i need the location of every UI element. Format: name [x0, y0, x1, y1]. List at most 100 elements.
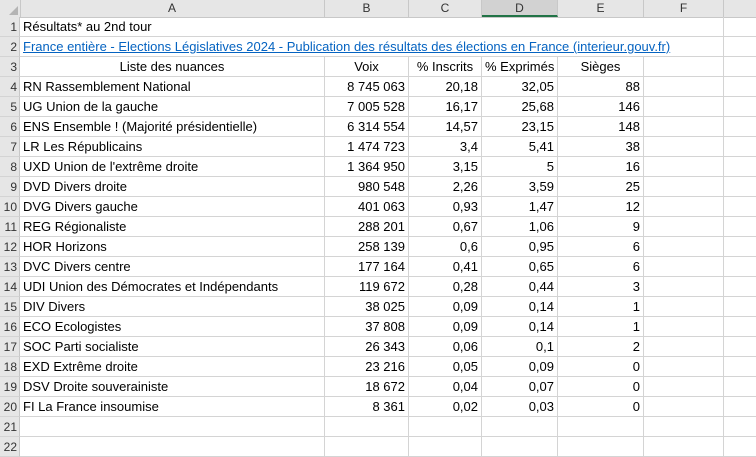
- cell-g[interactable]: [724, 297, 756, 317]
- cell-e[interactable]: [558, 37, 644, 57]
- cell-c[interactable]: 0,05: [409, 357, 482, 377]
- cell-b[interactable]: 6 314 554: [325, 117, 409, 137]
- cell-d[interactable]: % Exprimés: [482, 57, 558, 77]
- cell-g[interactable]: [724, 317, 756, 337]
- cell-f[interactable]: [644, 337, 724, 357]
- column-header-c[interactable]: C: [409, 0, 482, 17]
- cell-b[interactable]: 1 364 950: [325, 157, 409, 177]
- cell-b[interactable]: 8 745 063: [325, 77, 409, 97]
- cell-c[interactable]: 0,02: [409, 397, 482, 417]
- cell-d[interactable]: 0,09: [482, 357, 558, 377]
- select-all-corner[interactable]: [0, 0, 21, 17]
- cell-d[interactable]: 5: [482, 157, 558, 177]
- cell-a[interactable]: Liste des nuances: [20, 57, 325, 77]
- row-header[interactable]: 22: [0, 437, 20, 457]
- cell-f[interactable]: [644, 17, 724, 37]
- cell-e[interactable]: 12: [558, 197, 644, 217]
- column-header-a[interactable]: A: [20, 0, 325, 17]
- column-header-d[interactable]: D: [482, 0, 558, 17]
- cell-g[interactable]: [724, 57, 756, 77]
- row-header[interactable]: 5: [0, 97, 20, 117]
- cell-g[interactable]: [724, 197, 756, 217]
- cell-e[interactable]: 6: [558, 237, 644, 257]
- cell-g[interactable]: [724, 137, 756, 157]
- cell-e[interactable]: 1: [558, 297, 644, 317]
- cell-d[interactable]: 0,1: [482, 337, 558, 357]
- cell-f[interactable]: [644, 77, 724, 97]
- row-header[interactable]: 12: [0, 237, 20, 257]
- cell-f[interactable]: [644, 317, 724, 337]
- row-header[interactable]: 18: [0, 357, 20, 377]
- cell-a[interactable]: DSV Droite souverainiste: [20, 377, 325, 397]
- cell-c[interactable]: 14,57: [409, 117, 482, 137]
- cell-f[interactable]: [644, 357, 724, 377]
- cell-b[interactable]: 177 164: [325, 257, 409, 277]
- cell-e[interactable]: 0: [558, 397, 644, 417]
- cell-f[interactable]: [644, 277, 724, 297]
- cell-f[interactable]: [644, 97, 724, 117]
- cell-g[interactable]: [724, 257, 756, 277]
- cell-b[interactable]: [325, 437, 409, 457]
- cell-b[interactable]: 258 139: [325, 237, 409, 257]
- cell-d[interactable]: 0,07: [482, 377, 558, 397]
- row-header[interactable]: 13: [0, 257, 20, 277]
- cell-g[interactable]: [724, 357, 756, 377]
- cell-g[interactable]: [724, 37, 756, 57]
- row-header[interactable]: 1: [0, 17, 20, 37]
- row-header[interactable]: 20: [0, 397, 20, 417]
- cell-b[interactable]: 1 474 723: [325, 137, 409, 157]
- row-header[interactable]: 21: [0, 417, 20, 437]
- cell-a[interactable]: ECO Ecologistes: [20, 317, 325, 337]
- cell-e[interactable]: 9: [558, 217, 644, 237]
- cell-g[interactable]: [724, 17, 756, 37]
- row-header[interactable]: 19: [0, 377, 20, 397]
- cell-c[interactable]: 20,18: [409, 77, 482, 97]
- cell-f[interactable]: [644, 117, 724, 137]
- cell-d[interactable]: 0,44: [482, 277, 558, 297]
- cell-d[interactable]: 23,15: [482, 117, 558, 137]
- cell-e[interactable]: 25: [558, 177, 644, 197]
- cell-b[interactable]: Voix: [325, 57, 409, 77]
- row-header[interactable]: 10: [0, 197, 20, 217]
- cell-d[interactable]: 0,95: [482, 237, 558, 257]
- cell-f[interactable]: [644, 397, 724, 417]
- row-header[interactable]: 16: [0, 317, 20, 337]
- cell-c[interactable]: 0,28: [409, 277, 482, 297]
- cell-e[interactable]: 146: [558, 97, 644, 117]
- row-header[interactable]: 17: [0, 337, 20, 357]
- cell-d[interactable]: 0,03: [482, 397, 558, 417]
- cell-a[interactable]: DVG Divers gauche: [20, 197, 325, 217]
- cell-g[interactable]: [724, 377, 756, 397]
- cell-e[interactable]: 3: [558, 277, 644, 297]
- cell-f[interactable]: [644, 377, 724, 397]
- cell-c[interactable]: 0,04: [409, 377, 482, 397]
- cell-c[interactable]: 0,06: [409, 337, 482, 357]
- cell-c[interactable]: [409, 37, 482, 57]
- cell-g[interactable]: [724, 77, 756, 97]
- cell-a[interactable]: HOR Horizons: [20, 237, 325, 257]
- cell-e[interactable]: [558, 417, 644, 437]
- cell-a[interactable]: [20, 437, 325, 457]
- cell-b[interactable]: 8 361: [325, 397, 409, 417]
- row-header[interactable]: 9: [0, 177, 20, 197]
- cell-e[interactable]: 2: [558, 337, 644, 357]
- row-header[interactable]: 4: [0, 77, 20, 97]
- cell-f[interactable]: [644, 137, 724, 157]
- cell-g[interactable]: [724, 117, 756, 137]
- cell-a[interactable]: UG Union de la gauche: [20, 97, 325, 117]
- cell-a[interactable]: EXD Extrême droite: [20, 357, 325, 377]
- cell-a[interactable]: RN Rassemblement National: [20, 77, 325, 97]
- cell-f[interactable]: [644, 237, 724, 257]
- cell-b[interactable]: 37 808: [325, 317, 409, 337]
- cell-a[interactable]: REG Régionaliste: [20, 217, 325, 237]
- cell-b[interactable]: 23 216: [325, 357, 409, 377]
- cell-b[interactable]: 401 063: [325, 197, 409, 217]
- cell-e[interactable]: [558, 437, 644, 457]
- cell-a[interactable]: DVC Divers centre: [20, 257, 325, 277]
- cell-f[interactable]: [644, 257, 724, 277]
- cell-g[interactable]: [724, 417, 756, 437]
- column-header-b[interactable]: B: [325, 0, 409, 17]
- cell-g[interactable]: [724, 177, 756, 197]
- row-header[interactable]: 2: [0, 37, 20, 57]
- cell-d[interactable]: 5,41: [482, 137, 558, 157]
